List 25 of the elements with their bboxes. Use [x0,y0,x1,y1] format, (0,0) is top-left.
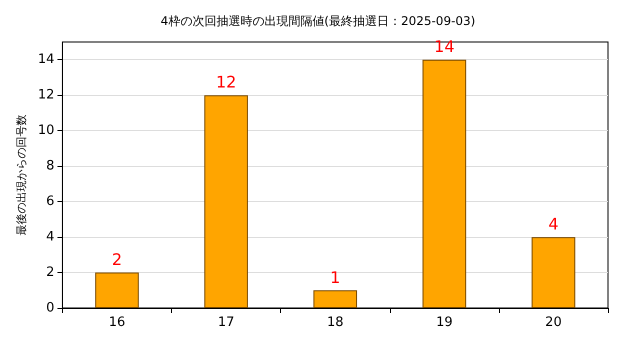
bar [422,60,466,308]
y-tick-label: 0 [46,300,54,316]
y-tick-label: 10 [38,123,54,138]
x-tick-label: 18 [326,315,344,330]
y-tick-label: 12 [38,88,54,103]
y-tick-label: 14 [38,52,54,68]
data-label: 4 [548,214,559,234]
data-label: 14 [434,37,455,56]
y-tick-label: 2 [46,265,54,280]
data-label: 12 [216,72,236,92]
bar [313,290,358,308]
x-tick-label: 20 [545,315,562,330]
chart-title: 4枠の次回抽選時の出現間隔値(最終抽選日：2025-09-03) [160,14,476,28]
y-tick-label: 6 [46,194,54,210]
bar [532,237,576,308]
y-tick-label: 8 [46,158,54,174]
x-tick-label: 19 [436,315,453,330]
x-tick-label: 17 [218,315,234,330]
y-axis-title: 最後の出現からの回号数 [15,114,28,236]
data-label: 2 [112,250,122,270]
bar [204,95,248,308]
bar [95,272,139,308]
x-tick-label: 16 [108,315,126,330]
y-tick-label: 4 [46,230,54,245]
data-label: 1 [330,268,340,287]
